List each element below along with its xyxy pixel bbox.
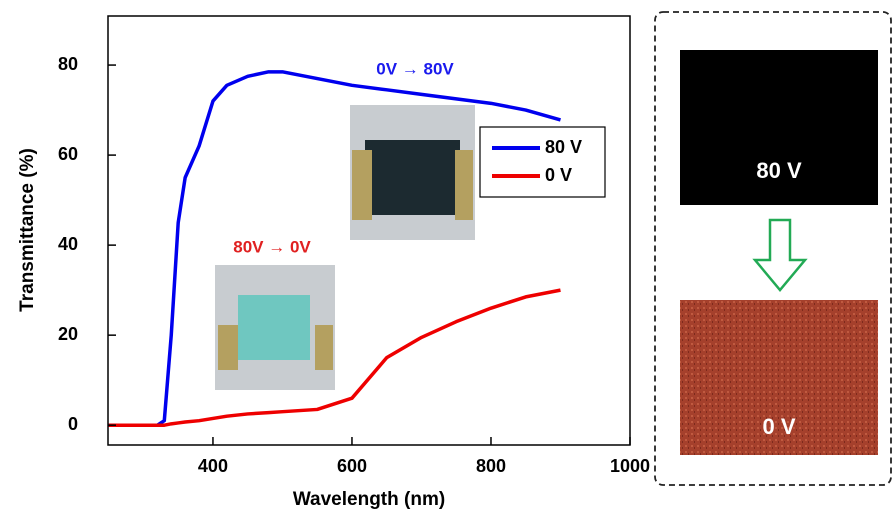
x-axis-label: Wavelength (nm) bbox=[293, 489, 445, 510]
panel-label: 80 V bbox=[756, 158, 802, 183]
arrow bbox=[755, 220, 805, 290]
x-tick-label: 400 bbox=[198, 456, 228, 476]
y-tick-label: 80 bbox=[58, 54, 78, 74]
inset-photo-80v bbox=[350, 105, 475, 240]
y-tick-label: 20 bbox=[58, 324, 78, 344]
y-axis-label: Transmittance (%) bbox=[17, 148, 38, 312]
y-tick-label: 40 bbox=[58, 234, 78, 254]
figure: Wavelength (nm) Transmittance (%) 0V → 8… bbox=[0, 0, 896, 515]
y-tick-label: 60 bbox=[58, 144, 78, 164]
annotation: 0V → 80V bbox=[376, 59, 454, 78]
y-tick-label: 0 bbox=[68, 414, 78, 434]
x-tick-label: 800 bbox=[476, 456, 506, 476]
x-tick-label: 600 bbox=[337, 456, 367, 476]
legend-label: 80 V bbox=[545, 137, 582, 157]
inset-photo-0v bbox=[215, 265, 335, 390]
legend-label: 0 V bbox=[545, 165, 572, 185]
x-tick-label: 1000 bbox=[610, 456, 650, 476]
annotation: 80V → 0V bbox=[233, 237, 311, 256]
legend bbox=[480, 127, 605, 197]
panel-label: 0 V bbox=[762, 414, 795, 439]
